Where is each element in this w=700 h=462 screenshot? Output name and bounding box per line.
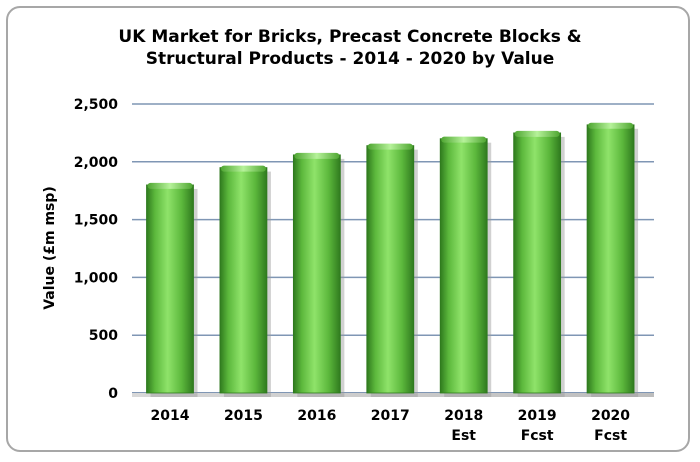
- x-tick-label: 2019: [518, 408, 557, 424]
- chart-title-line-2: Structural Products - 2014 - 2020 by Val…: [145, 49, 555, 69]
- bar-2015: [219, 165, 271, 397]
- x-tick-label: 2016: [297, 408, 336, 424]
- chart-title-line-1: UK Market for Bricks, Precast Concrete B…: [118, 27, 582, 47]
- plot-floor: [132, 393, 654, 397]
- y-tick-label: 2,500: [74, 97, 119, 113]
- y-tick-label: 2,000: [74, 155, 119, 171]
- x-tick-label: 2014: [151, 408, 190, 424]
- y-axis-ticks: 0 500 1,000 1,500 2,000 2,500: [74, 97, 119, 402]
- x-tick-label: 2015: [224, 408, 263, 424]
- y-tick-label: 0: [108, 386, 118, 402]
- x-tick-sublabel: Est: [451, 428, 476, 444]
- bar-2019: [513, 130, 565, 397]
- x-tick-label: 2017: [371, 408, 410, 424]
- bar-2017: [366, 143, 418, 397]
- chart-frame: [6, 6, 690, 452]
- bar-2014: [146, 182, 198, 397]
- bar-2020: [586, 122, 639, 398]
- y-tick-label: 1,500: [74, 213, 119, 229]
- x-tick-label: 2018: [444, 408, 483, 424]
- x-tick-label: 2020: [591, 408, 630, 424]
- bar-2016: [292, 152, 345, 397]
- y-tick-label: 500: [89, 328, 118, 344]
- bar-2018: [439, 136, 492, 397]
- y-axis-label: Value (£m msp): [42, 186, 58, 310]
- x-tick-sublabel: Fcst: [594, 428, 627, 444]
- chart-title: UK Market for Bricks, Precast Concrete B…: [0, 26, 700, 70]
- bars: [146, 122, 639, 398]
- x-tick-sublabel: Fcst: [521, 428, 554, 444]
- x-axis-ticks: 2014 2015 2016 2017 2018 Est 2019 Fcst 2020 Fcst: [151, 408, 631, 444]
- y-tick-label: 1,000: [74, 270, 119, 286]
